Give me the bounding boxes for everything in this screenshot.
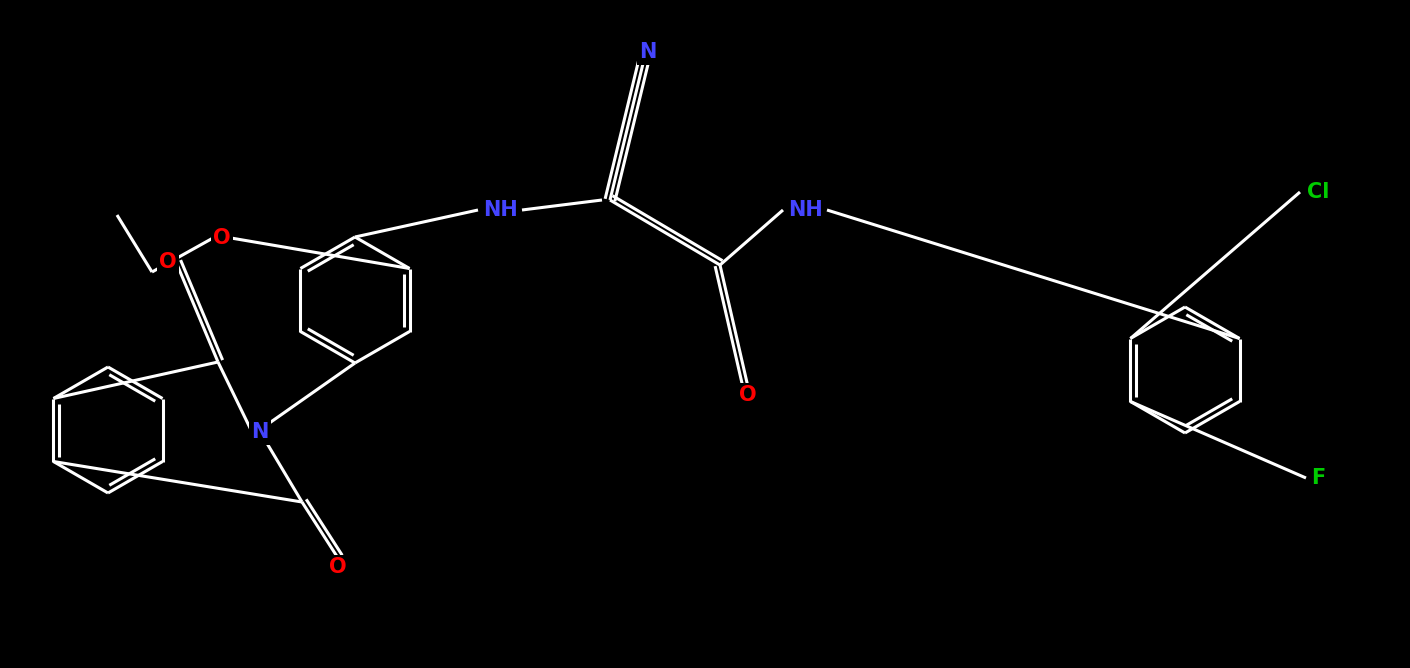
Text: F: F [1311,468,1325,488]
Text: NH: NH [788,200,822,220]
Text: NH: NH [482,200,517,220]
Text: O: O [213,228,231,248]
Text: Cl: Cl [1307,182,1330,202]
Text: N: N [251,422,269,442]
Text: O: O [739,385,757,405]
Text: N: N [639,42,657,62]
Text: O: O [159,252,176,272]
Text: O: O [329,557,347,577]
